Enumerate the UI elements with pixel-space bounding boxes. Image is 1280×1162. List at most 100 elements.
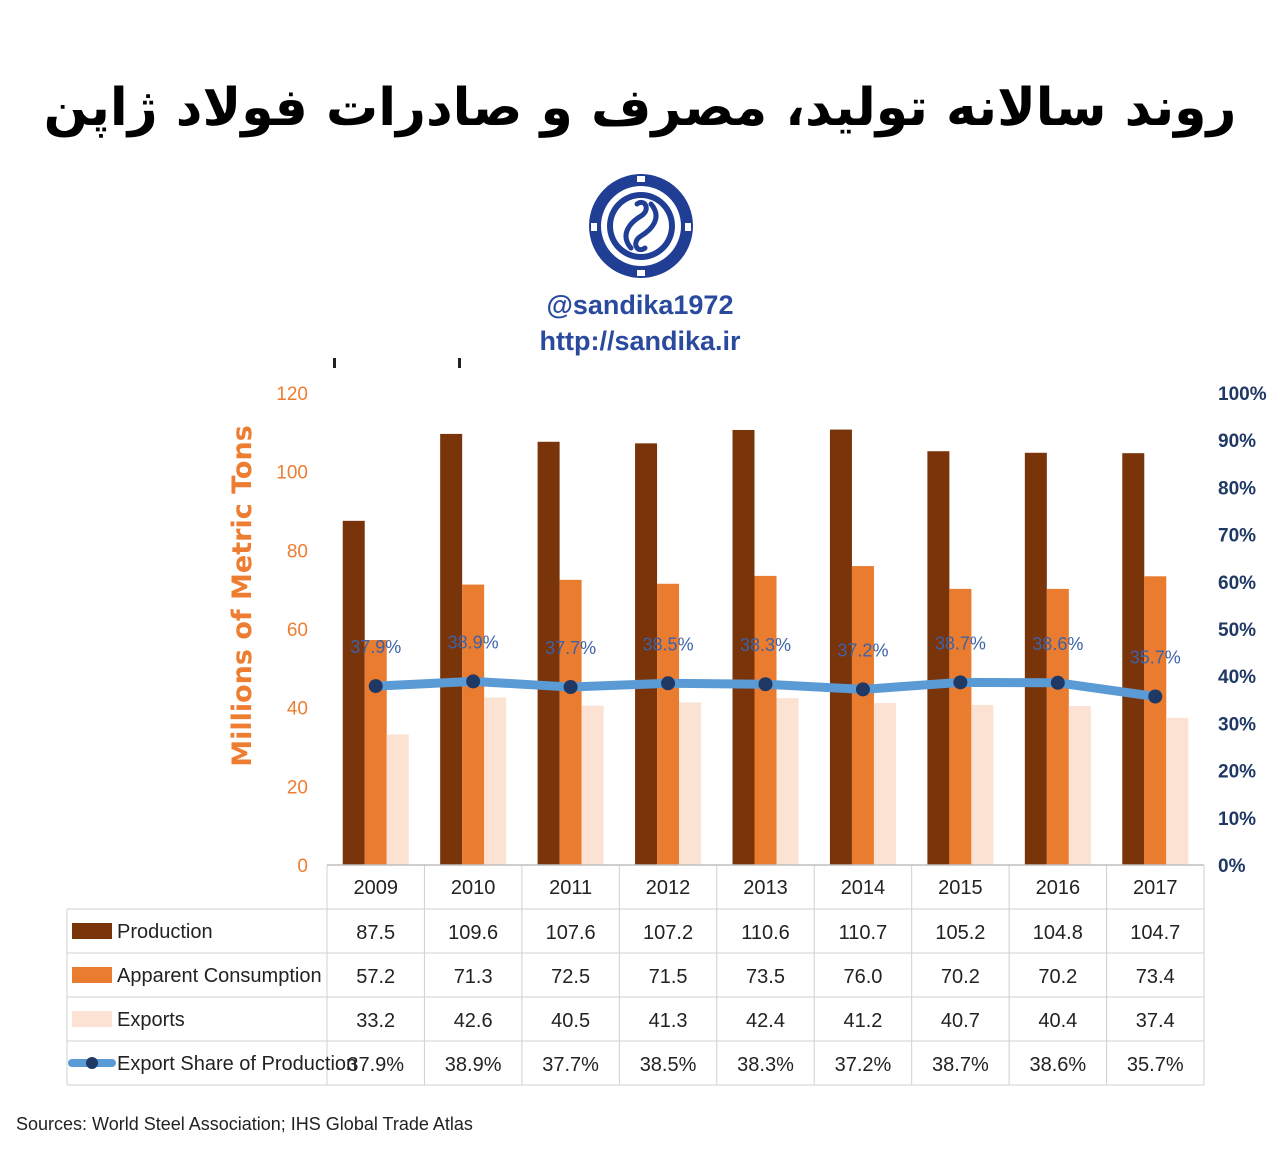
y-tick-label: 0 xyxy=(297,856,308,877)
bar-production xyxy=(440,433,463,865)
table-cell: 107.6 xyxy=(546,922,596,944)
source-note: Sources: World Steel Association; IHS Gl… xyxy=(16,1114,473,1134)
x-tick-label: 2010 xyxy=(451,877,496,899)
y2-tick-label: 30% xyxy=(1218,714,1256,735)
y-tick-label: 40 xyxy=(287,699,308,720)
sandika-logo-icon xyxy=(589,174,693,278)
bar-apparent-consumption xyxy=(364,640,387,865)
bar-exports xyxy=(386,734,409,865)
table-cell: 76.0 xyxy=(843,966,882,988)
table-cell: 38.5% xyxy=(640,1054,697,1076)
bar-production xyxy=(1024,452,1047,865)
table-cell: 37.2% xyxy=(835,1054,892,1076)
legend-label: Production xyxy=(117,921,213,943)
tick-mark xyxy=(458,358,461,368)
export-share-point xyxy=(563,680,578,695)
table-cell: 72.5 xyxy=(551,966,590,988)
bar-exports xyxy=(484,697,507,865)
table-cell: 110.7 xyxy=(839,922,888,944)
y-tick-label: 80 xyxy=(287,541,308,562)
y2-tick-label: 50% xyxy=(1218,620,1256,641)
export-share-data-label: 38.5% xyxy=(643,634,694,654)
export-share-point xyxy=(855,682,870,697)
table-cell: 41.2 xyxy=(843,1010,882,1032)
table-cell: 70.2 xyxy=(1038,966,1077,988)
table-cell: 73.5 xyxy=(746,966,785,988)
export-share-data-label: 38.6% xyxy=(1032,634,1083,654)
table-cell: 110.6 xyxy=(741,922,790,944)
export-share-point xyxy=(368,679,383,694)
bar-production xyxy=(927,451,950,865)
table-cell: 42.4 xyxy=(746,1010,785,1032)
legend-swatch xyxy=(72,967,112,983)
export-share-data-label: 37.7% xyxy=(545,638,596,658)
bar-apparent-consumption xyxy=(1144,576,1167,865)
y2-tick-label: 90% xyxy=(1218,431,1256,452)
legend-swatch xyxy=(72,1011,112,1027)
table-cell: 105.2 xyxy=(935,922,985,944)
bar-apparent-consumption xyxy=(559,579,582,865)
bar-exports xyxy=(679,702,702,865)
table-cell: 37.9% xyxy=(347,1054,404,1076)
export-share-point xyxy=(1148,689,1163,704)
legend-label: Exports xyxy=(117,1009,185,1031)
y2-tick-label: 20% xyxy=(1218,762,1256,783)
export-share-data-label: 37.9% xyxy=(350,637,401,657)
table-cell: 35.7% xyxy=(1127,1054,1184,1076)
x-tick-label: 2015 xyxy=(938,877,983,899)
table-cell: 38.9% xyxy=(445,1054,502,1076)
x-tick-label: 2016 xyxy=(1036,877,1081,899)
export-share-point xyxy=(758,677,773,692)
y2-tick-label: 0% xyxy=(1218,856,1246,877)
y2-tick-label: 10% xyxy=(1218,809,1256,830)
y-tick-label: 60 xyxy=(287,620,308,641)
y-tick-label: 120 xyxy=(276,384,308,405)
table-cell: 37.7% xyxy=(542,1054,599,1076)
bar-production xyxy=(829,429,852,865)
legend-label: Export Share of Production xyxy=(117,1053,357,1075)
bar-production xyxy=(635,443,658,865)
table-cell: 40.5 xyxy=(551,1010,590,1032)
table-cell: 71.3 xyxy=(454,966,493,988)
export-share-data-label: 38.3% xyxy=(740,635,791,655)
table-cell: 42.6 xyxy=(454,1010,493,1032)
y-tick-label: 20 xyxy=(287,777,308,798)
legend-swatch xyxy=(72,923,112,939)
bar-exports xyxy=(776,698,799,865)
table-cell: 40.7 xyxy=(941,1010,980,1032)
bar-apparent-consumption xyxy=(949,588,972,865)
export-share-data-label: 37.2% xyxy=(837,640,888,660)
y2-tick-label: 100% xyxy=(1218,384,1267,405)
table-cell: 38.7% xyxy=(932,1054,989,1076)
website-url[interactable]: http://sandika.ir xyxy=(539,326,741,356)
x-tick-label: 2012 xyxy=(646,877,691,899)
x-tick-label: 2011 xyxy=(549,877,592,899)
y2-tick-label: 40% xyxy=(1218,667,1256,688)
bar-production xyxy=(1122,453,1145,865)
table-cell: 33.2 xyxy=(356,1010,395,1032)
bar-apparent-consumption xyxy=(851,566,874,865)
export-share-data-label: 35.7% xyxy=(1130,647,1181,667)
export-share-data-label: 38.9% xyxy=(448,632,499,652)
export-share-point xyxy=(466,674,481,689)
export-share-data-label: 38.7% xyxy=(935,633,986,653)
x-tick-label: 2013 xyxy=(743,877,788,899)
bar-production xyxy=(342,520,365,865)
export-share-point xyxy=(953,675,968,690)
table-cell: 104.7 xyxy=(1130,922,1180,944)
table-cell: 38.6% xyxy=(1029,1054,1086,1076)
table-cell: 104.8 xyxy=(1033,922,1083,944)
bar-exports xyxy=(873,702,896,865)
y2-tick-label: 80% xyxy=(1218,478,1256,499)
bar-production xyxy=(537,441,560,865)
table-cell: 109.6 xyxy=(448,922,498,944)
table-cell: 87.5 xyxy=(356,922,395,944)
table-cell: 71.5 xyxy=(649,966,688,988)
y2-tick-label: 70% xyxy=(1218,526,1256,547)
legend-marker xyxy=(86,1057,98,1069)
table-cell: 40.4 xyxy=(1038,1010,1077,1032)
table-cell: 70.2 xyxy=(941,966,980,988)
bar-exports xyxy=(971,704,994,865)
steel-chart: 0 20 40 60 80 100 120 0% 10% 20% 30% 40% 50% 60% 70% 80… xyxy=(66,384,1267,1086)
bar-apparent-consumption xyxy=(754,575,777,865)
